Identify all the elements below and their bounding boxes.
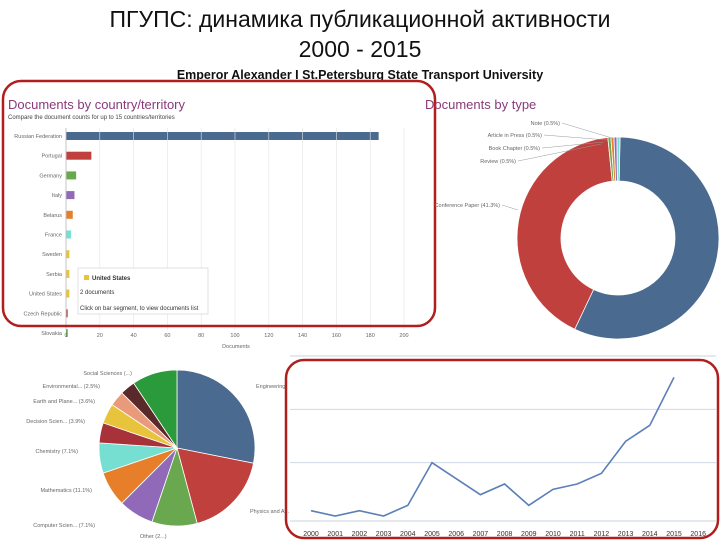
bar-x-tick-label: 200 <box>399 333 408 339</box>
bar-chart-subtitle: Compare the document counts for up to 15… <box>8 115 175 121</box>
pie-slice-label: Computer Scien... (7.1%) <box>33 523 95 529</box>
donut-slice-label: Review (0.5%) <box>480 159 516 165</box>
bar-x-tick-label: 40 <box>131 333 137 339</box>
bar-category-label: Russian Federation <box>14 134 62 140</box>
donut-slice <box>516 137 613 330</box>
pie-slice-label: Earth and Plane... (3.6%) <box>33 399 95 405</box>
line-x-tick-label: 2011 <box>570 531 585 538</box>
tooltip-title: United States <box>92 276 131 282</box>
bar-mark <box>66 210 73 219</box>
bar-mark <box>66 309 68 318</box>
bar-x-axis-label: Documents <box>222 344 250 350</box>
bar-mark <box>66 329 68 337</box>
tooltip-count: 2 documents <box>80 290 114 296</box>
slide-title-line2: 2000 - 2015 <box>298 36 422 62</box>
bar-mark <box>66 132 379 140</box>
donut-slice-label: Book Chapter (0.5%) <box>489 146 541 152</box>
subject-area-pie: Social Sciences (...) Environmental... (2… <box>26 369 290 540</box>
bar-mark <box>66 230 72 239</box>
bar-x-tick-label: 60 <box>164 333 170 339</box>
bar-category-label: Portugal <box>42 154 63 160</box>
line-x-tick-label: 2009 <box>521 531 537 538</box>
bar-category-label: Serbia <box>46 272 63 278</box>
bar-x-tick-label: 140 <box>298 333 307 339</box>
bar-x-tick-label: 100 <box>230 333 239 339</box>
pie-slice <box>176 447 254 524</box>
bar-category-label: Sweden <box>42 252 62 258</box>
bar-x-tick-label: 20 <box>97 333 103 339</box>
line-x-tick-label: 2016 <box>690 531 706 538</box>
line-x-tick-label: 2005 <box>424 531 440 538</box>
line-series <box>310 376 675 517</box>
bar-x-tick-label: 180 <box>366 333 375 339</box>
documents-per-year-line: 2000 2001 2002 2003 2004 2005 2006 2007 2008 2009… <box>284 355 720 540</box>
donut-label-leader <box>543 134 608 141</box>
bar-mark <box>66 151 92 160</box>
pie-slice-label: Mathematics (11.1%) <box>40 488 92 494</box>
highlight-frame-year <box>284 358 720 540</box>
bar-mark <box>66 289 70 298</box>
donut-label-leader <box>501 204 519 211</box>
pie-slice-label: Chemistry (7.1%) <box>36 449 79 455</box>
donut-label-leader <box>561 122 613 139</box>
document-type-donut: Documents by type Note (0.5%) Article in … <box>425 97 720 340</box>
bar-category-label: United States <box>29 292 62 298</box>
donut-slice <box>616 136 621 182</box>
bar-x-tick-label: 80 <box>198 333 204 339</box>
tooltip-hint: Click on bar segment, to view documents … <box>80 306 199 312</box>
line-x-tick-label: 2006 <box>448 531 464 538</box>
donut-title: Documents by type <box>425 97 536 112</box>
line-x-tick-label: 2010 <box>545 531 561 538</box>
bar-category-label: Czech Republic <box>23 311 62 317</box>
bar-x-tick-label: 0 <box>64 333 67 339</box>
donut-slice-label: Conference Paper (41.3%) <box>435 203 501 209</box>
pie-slice <box>133 369 178 450</box>
pie-slice-label: Decision Scien... (3.9%) <box>26 419 85 425</box>
donut-label-leader <box>517 143 602 162</box>
bar-category-label: Germany <box>39 173 62 179</box>
pie-slice-label: Engineering <box>256 384 285 390</box>
line-x-tick-label: 2013 <box>618 531 634 538</box>
bar-category-label: Italy <box>52 193 62 199</box>
line-x-tick-label: 2000 <box>303 531 319 538</box>
donut-slice-label: Article in Press (0.5%) <box>488 133 543 139</box>
pie-slice <box>176 369 256 464</box>
bar-mark <box>66 250 70 259</box>
line-x-tick-label: 2015 <box>666 531 682 538</box>
line-x-tick-label: 2003 <box>376 531 392 538</box>
bar-mark <box>66 269 70 278</box>
bar-category-label: Belarus <box>43 213 62 219</box>
pie-slice-label: Environmental... (2.5%) <box>43 384 101 390</box>
donut-label-leader <box>541 141 605 149</box>
bar-category-label: Slovakia <box>41 331 63 337</box>
bar-category-label: France <box>45 233 62 239</box>
line-x-tick-label: 2014 <box>642 531 658 538</box>
pie-slice-label: Physics and A... <box>250 509 290 515</box>
pie-slice-label: Other (2...) <box>140 534 167 540</box>
line-x-tick-label: 2012 <box>594 531 610 538</box>
line-x-tick-label: 2008 <box>497 531 513 538</box>
tooltip-swatch <box>84 275 89 280</box>
line-x-tick-label: 2001 <box>327 531 343 538</box>
bar-x-tick-label: 120 <box>264 333 273 339</box>
donut-slice-label: Note (0.5%) <box>531 121 561 127</box>
bar-chart-title: Documents by country/territory <box>8 97 186 112</box>
bar-x-tick-label: 160 <box>332 333 341 339</box>
line-x-tick-label: 2007 <box>473 531 489 538</box>
slide-subtitle: Emperor Alexander I St.Petersburg State … <box>176 68 544 82</box>
slide-title: ПГУПС: динамика публикационной активност… <box>0 4 720 64</box>
country-bar-chart: Documents by country/territory Compare t… <box>1 79 437 350</box>
bar-mark <box>66 191 75 200</box>
line-x-tick-label: 2002 <box>352 531 368 538</box>
highlight-frame-country <box>1 79 437 328</box>
bar-mark <box>66 171 77 180</box>
donut-slice <box>574 136 720 340</box>
line-x-tick-label: 2004 <box>400 531 416 538</box>
bar-tooltip: United States 2 documents Click on bar s… <box>77 267 209 315</box>
slide-title-line1: ПГУПС: динамика публикационной активност… <box>109 6 611 32</box>
pie-slice-label: Social Sciences (...) <box>83 371 132 377</box>
